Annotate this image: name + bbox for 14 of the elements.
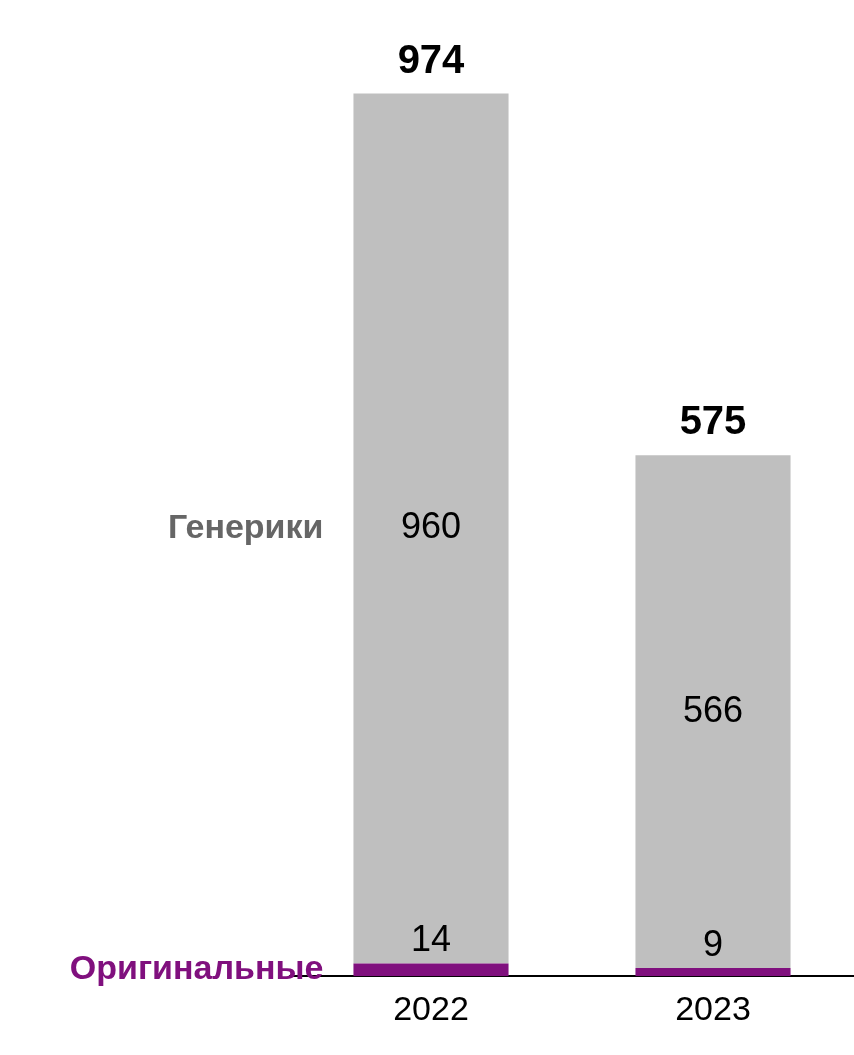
bar	[353, 93, 509, 964]
total-label: 974	[397, 36, 466, 81]
bar	[635, 968, 791, 977]
data-label: 9	[702, 922, 724, 964]
x-tick-label: 2023	[675, 988, 751, 1027]
data-label: 566	[682, 688, 744, 730]
data-label: 960	[400, 505, 462, 547]
series-label: Генерики	[167, 506, 324, 545]
total-label: 575	[679, 398, 747, 443]
series-label: Оригинальные	[69, 948, 324, 987]
bar	[635, 455, 791, 969]
data-label: 14	[410, 918, 452, 960]
bar	[353, 963, 509, 977]
x-tick-label: 2022	[393, 988, 469, 1027]
